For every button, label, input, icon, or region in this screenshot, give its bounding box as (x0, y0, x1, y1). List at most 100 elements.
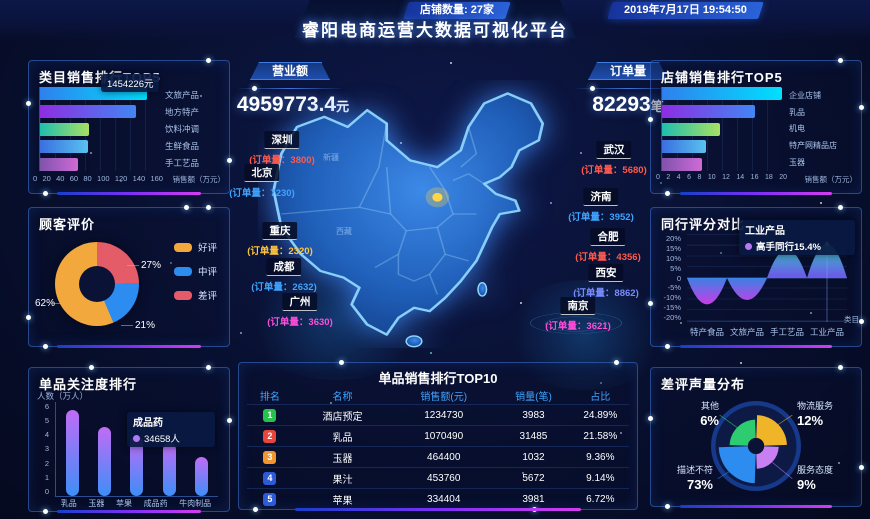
cell: 苹果 (332, 495, 353, 507)
legend-item[interactable]: 差评 (173, 288, 217, 302)
label: 16 (750, 174, 759, 181)
category-sales-chart (39, 87, 158, 171)
panel-accent-line (680, 505, 832, 508)
deco-dot (184, 205, 189, 210)
bar[interactable] (662, 87, 782, 100)
review-legend: 好评中评差评 (173, 240, 217, 302)
label: 成品药 (143, 499, 168, 508)
cell: 1032 (522, 451, 545, 463)
y-axis-label: 人数（万人） (37, 391, 89, 401)
deco-dot (859, 465, 864, 470)
bar[interactable] (662, 140, 706, 154)
label: 文旅产品 (165, 90, 200, 101)
cell: 9.36% (586, 451, 615, 463)
slice-other[interactable] (729, 419, 756, 446)
map-city-jinan[interactable]: 济南 (订单量：3952) (568, 187, 634, 223)
bar[interactable] (662, 122, 721, 136)
label: 乳品 (789, 107, 805, 117)
label: 苹果 (115, 499, 132, 508)
table-row: 1 酒店预定 1234730 3983 24.89% (247, 404, 629, 425)
label: 6 (687, 174, 692, 181)
map-city-xian[interactable]: 西安 (订单量：8862) (573, 263, 639, 299)
bar[interactable] (662, 158, 703, 171)
label: 4 (676, 174, 681, 181)
bar[interactable] (40, 140, 88, 154)
bar[interactable] (130, 436, 144, 496)
map-city-chongqing[interactable]: 重庆 (订单量：2320) (247, 221, 313, 257)
label: 100 (97, 174, 110, 183)
label: 5 (44, 416, 49, 426)
chart-tooltip: 1454226元 (101, 74, 160, 92)
hot-marker[interactable] (432, 192, 443, 202)
pct-line (121, 325, 133, 326)
x-ticks: 0 20 40 60 80 100 120 140 160 (33, 174, 163, 183)
bar[interactable] (195, 456, 209, 496)
legend-item[interactable]: 好评 (173, 240, 217, 254)
bar[interactable] (40, 104, 136, 118)
rank-badge: 2 (263, 429, 277, 443)
x-category-labels: 特产食品 文旅产品 手工艺品 工业产品 (687, 326, 847, 338)
slice-mismatch[interactable] (718, 446, 756, 484)
map-city-shenzhen[interactable]: 深圳 (订单量：3800) (249, 130, 315, 166)
label: 18 (764, 174, 773, 181)
bar[interactable] (162, 442, 176, 496)
city-name: 深圳 (264, 131, 300, 149)
table-body: 1 酒店预定 1234730 3983 24.89% 2 乳品 1070490 31485 21.… (247, 404, 629, 509)
label: 2 (44, 458, 49, 468)
legend-item[interactable]: 中评 (173, 264, 217, 278)
slice-logistics[interactable] (756, 415, 787, 446)
label: 4 (44, 430, 49, 440)
cell: 玉器 (332, 453, 353, 465)
city-orders: (订单量：5680) (581, 165, 647, 176)
label: 手工艺品 (165, 157, 200, 168)
cell-rank: 3 (247, 450, 293, 464)
slice-name: 描述不符 (676, 465, 713, 475)
x-axis-label: 类目 (844, 315, 859, 324)
deco-dot (227, 158, 232, 163)
y-ticks: 6 5 4 3 2 1 0 (35, 402, 49, 496)
table-row: 4 果汁 453760 5672 9.14% (247, 467, 629, 488)
panel-top10-table: 单品销售排行TOP10 排名 名称 销售额(元) 销量(笔) 占比 1 酒店预定 12347… (238, 360, 638, 512)
revenue-unit: 元 (336, 99, 350, 114)
bar[interactable] (40, 122, 89, 136)
map-city-guangzhou[interactable]: 广州 (订单量：3630) (267, 292, 333, 328)
map-city-beijing[interactable]: 北京 (订单量：7230) (229, 163, 295, 199)
category-labels: 文旅产品 地方特产 饮料冲调 生鲜食品 手工艺品 (165, 87, 225, 171)
series-dot (745, 242, 752, 250)
bad-review-rose-chart[interactable] (706, 396, 806, 496)
bar[interactable] (40, 158, 79, 171)
header-bar: 店铺数量: 27家 2019年7月17日 19:54:50 睿阳电商运营大数据可… (0, 0, 870, 40)
x-ticks: 0 2 4 6 8 10 12 14 16 18 20 (656, 174, 787, 181)
label: 14 (736, 174, 745, 181)
map-city-chengdu[interactable]: 成都 (订单量：2632) (251, 257, 317, 293)
city-orders: (订单量：2320) (247, 246, 313, 257)
panel-title: 差评声量分布 (661, 377, 746, 392)
label: 40 (56, 174, 65, 183)
legend-label: 中评 (197, 267, 217, 278)
cell: 6.72% (586, 493, 615, 505)
bar[interactable] (65, 409, 79, 496)
china-map[interactable] (258, 80, 648, 348)
map-city-nanjing[interactable]: 南京 (订单量：3621) (545, 296, 611, 332)
pct-bad: 27% (141, 260, 162, 271)
shop-labels: 企业店铺 乳品 机电 特产网精品店 玉器 (789, 87, 857, 171)
bar[interactable] (98, 427, 112, 496)
map-city-hefei[interactable]: 合肥 (订单量：4356) (575, 227, 641, 263)
label: 牛肉制品 (179, 499, 212, 508)
cell: 酒店预定 (322, 411, 363, 423)
panel-accent-line (57, 510, 201, 513)
y-ticks: 20% 15% 10% 5% 0 -5% -10% -15% -20% (657, 234, 681, 322)
map-city-wuhan[interactable]: 武汉 (订单量：5680) (581, 140, 647, 176)
city-orders: (订单量：3952) (568, 212, 634, 223)
label: 文旅产品 (729, 327, 764, 337)
province-label: 新疆 (323, 153, 339, 162)
attention-bar-chart (55, 402, 218, 497)
province-borders (281, 123, 485, 295)
pct-line (127, 265, 139, 266)
review-donut-chart[interactable] (55, 242, 139, 326)
label: 地方特产 (165, 107, 200, 118)
bar[interactable] (662, 104, 755, 118)
label: 10% (665, 253, 681, 263)
label: 0 (33, 174, 38, 183)
